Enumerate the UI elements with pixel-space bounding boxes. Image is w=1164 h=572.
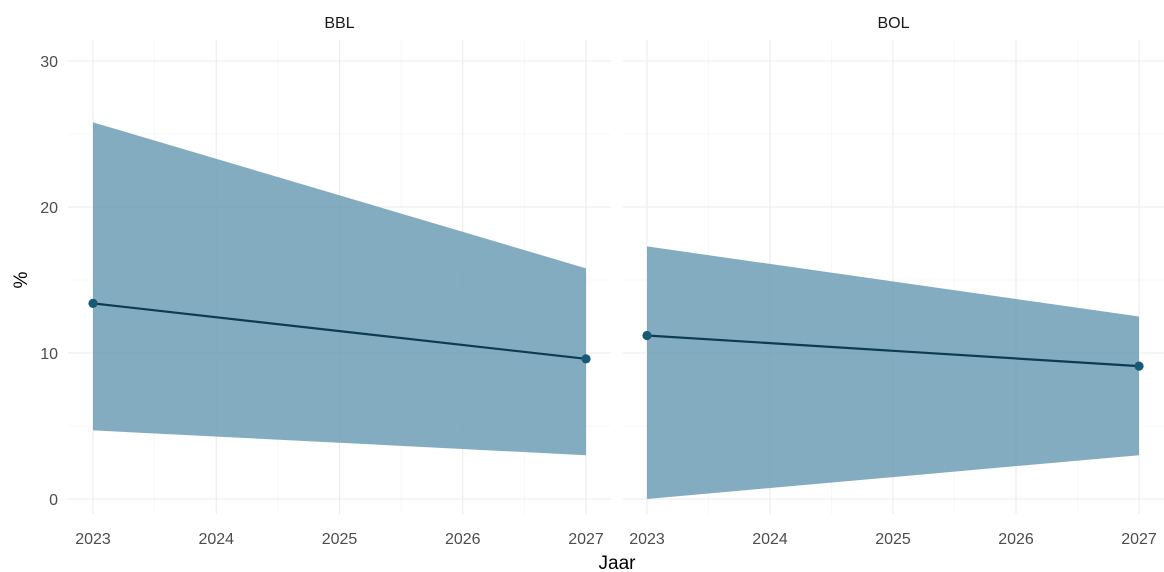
confidence-band-bol: [647, 246, 1139, 499]
data-point-bbl: [581, 354, 591, 364]
y-axis-title: %: [11, 271, 32, 288]
x-tick-label: 2023: [75, 531, 111, 548]
x-axis-title: Jaar: [599, 553, 637, 572]
x-tick-label: 2024: [752, 531, 788, 548]
series-line-bol: [646, 334, 1140, 368]
data-point-bol: [1134, 361, 1144, 371]
y-tick-label: 20: [40, 200, 58, 217]
y-tick-label: 30: [40, 54, 58, 71]
x-tick-label: 2025: [322, 531, 358, 548]
facet-label-bbl: BBL: [324, 15, 354, 32]
confidence-band-bbl: [93, 122, 586, 456]
x-tick-label: 2027: [568, 531, 604, 548]
facet-label-bol: BOL: [877, 15, 909, 32]
y-tick-label: 0: [49, 492, 58, 509]
x-tick-label: 2027: [1121, 531, 1157, 548]
y-tick-label: 10: [40, 346, 58, 363]
series-line-bbl: [92, 302, 587, 360]
data-point-bbl: [88, 298, 98, 308]
x-tick-label: 2025: [875, 531, 911, 548]
x-tick-label: 2026: [445, 531, 481, 548]
data-point-bol: [642, 330, 652, 341]
x-tick-label: 2023: [629, 531, 665, 548]
x-tick-label: 2024: [198, 531, 234, 548]
x-tick-label: 2026: [998, 531, 1034, 548]
